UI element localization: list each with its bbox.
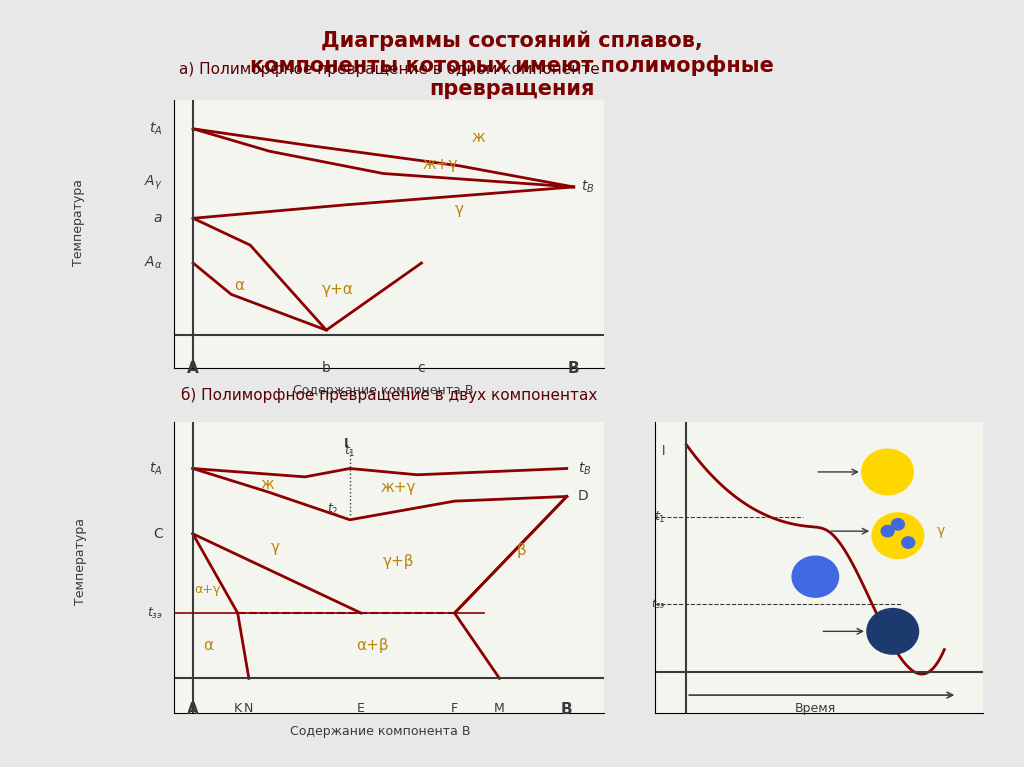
Text: l: l: [663, 445, 666, 458]
Text: D: D: [578, 489, 589, 503]
Text: b: b: [322, 361, 331, 376]
Text: γ: γ: [937, 524, 945, 538]
Text: c: c: [418, 361, 425, 376]
Text: ж: ж: [472, 130, 485, 145]
Text: γ: γ: [270, 540, 280, 555]
Text: N: N: [244, 702, 254, 715]
Text: γ: γ: [455, 202, 464, 217]
Text: α: α: [203, 638, 213, 653]
Circle shape: [793, 556, 839, 597]
Text: α+γ: α+γ: [195, 583, 221, 596]
Text: $A_\alpha$: $A_\alpha$: [144, 255, 163, 272]
Text: C: C: [154, 527, 163, 541]
Text: ж+γ: ж+γ: [423, 157, 459, 172]
Circle shape: [862, 449, 913, 495]
Text: B: B: [568, 361, 580, 377]
Text: ж: ж: [880, 465, 895, 479]
Circle shape: [881, 525, 894, 537]
Text: γ+β: γ+β: [383, 555, 415, 569]
Text: γ: γ: [811, 570, 819, 584]
Text: β: β: [517, 542, 526, 558]
Text: $t_1$: $t_1$: [654, 510, 666, 525]
Circle shape: [902, 537, 914, 548]
Text: $t_1$: $t_1$: [344, 444, 355, 459]
Text: $t_2$: $t_2$: [327, 502, 339, 518]
Text: $t_B$: $t_B$: [582, 179, 595, 195]
Text: K: K: [233, 702, 242, 715]
Text: $t_A$: $t_A$: [150, 460, 163, 476]
Circle shape: [872, 513, 924, 558]
Text: $t_{зэ}$: $t_{зэ}$: [651, 597, 666, 611]
Text: а) Полиморфное превращение в одном компоненте: а) Полиморфное превращение в одном компо…: [179, 61, 599, 77]
Text: A: A: [187, 702, 199, 716]
Text: A: A: [187, 361, 199, 377]
Text: α: α: [233, 278, 244, 293]
Text: Температура: Температура: [73, 179, 85, 266]
Text: F: F: [451, 702, 458, 715]
Text: Температура: Температура: [74, 518, 87, 605]
Circle shape: [867, 608, 919, 654]
Text: Содержание компонента В: Содержание компонента В: [293, 384, 474, 397]
Text: Содержание компонента В: Содержание компонента В: [290, 725, 470, 738]
Text: γ+α: γ+α: [322, 282, 353, 298]
Text: Диаграммы состояний сплавов,
компоненты которых имеют полиморфные
превращения: Диаграммы состояний сплавов, компоненты …: [250, 31, 774, 99]
Text: Время: Время: [795, 702, 836, 715]
Text: α+β: α+β: [356, 638, 388, 653]
Text: ж: ж: [261, 477, 274, 492]
Text: E: E: [357, 702, 365, 715]
Circle shape: [892, 518, 904, 530]
Text: $A_\gamma$: $A_\gamma$: [144, 173, 163, 192]
Text: б) Полиморфное превращение в двух компонентах: б) Полиморфное превращение в двух компон…: [181, 387, 597, 403]
Text: $t_{зэ}$: $t_{зэ}$: [147, 605, 163, 621]
Text: $a$: $a$: [153, 211, 163, 225]
Text: эвт.: эвт.: [883, 627, 903, 637]
Text: B: B: [561, 702, 572, 716]
Text: $t_A$: $t_A$: [150, 120, 163, 137]
Text: M: M: [494, 702, 505, 715]
Text: ж+γ: ж+γ: [381, 479, 416, 495]
Text: $t_B$: $t_B$: [578, 460, 592, 476]
Text: I: I: [344, 437, 348, 449]
